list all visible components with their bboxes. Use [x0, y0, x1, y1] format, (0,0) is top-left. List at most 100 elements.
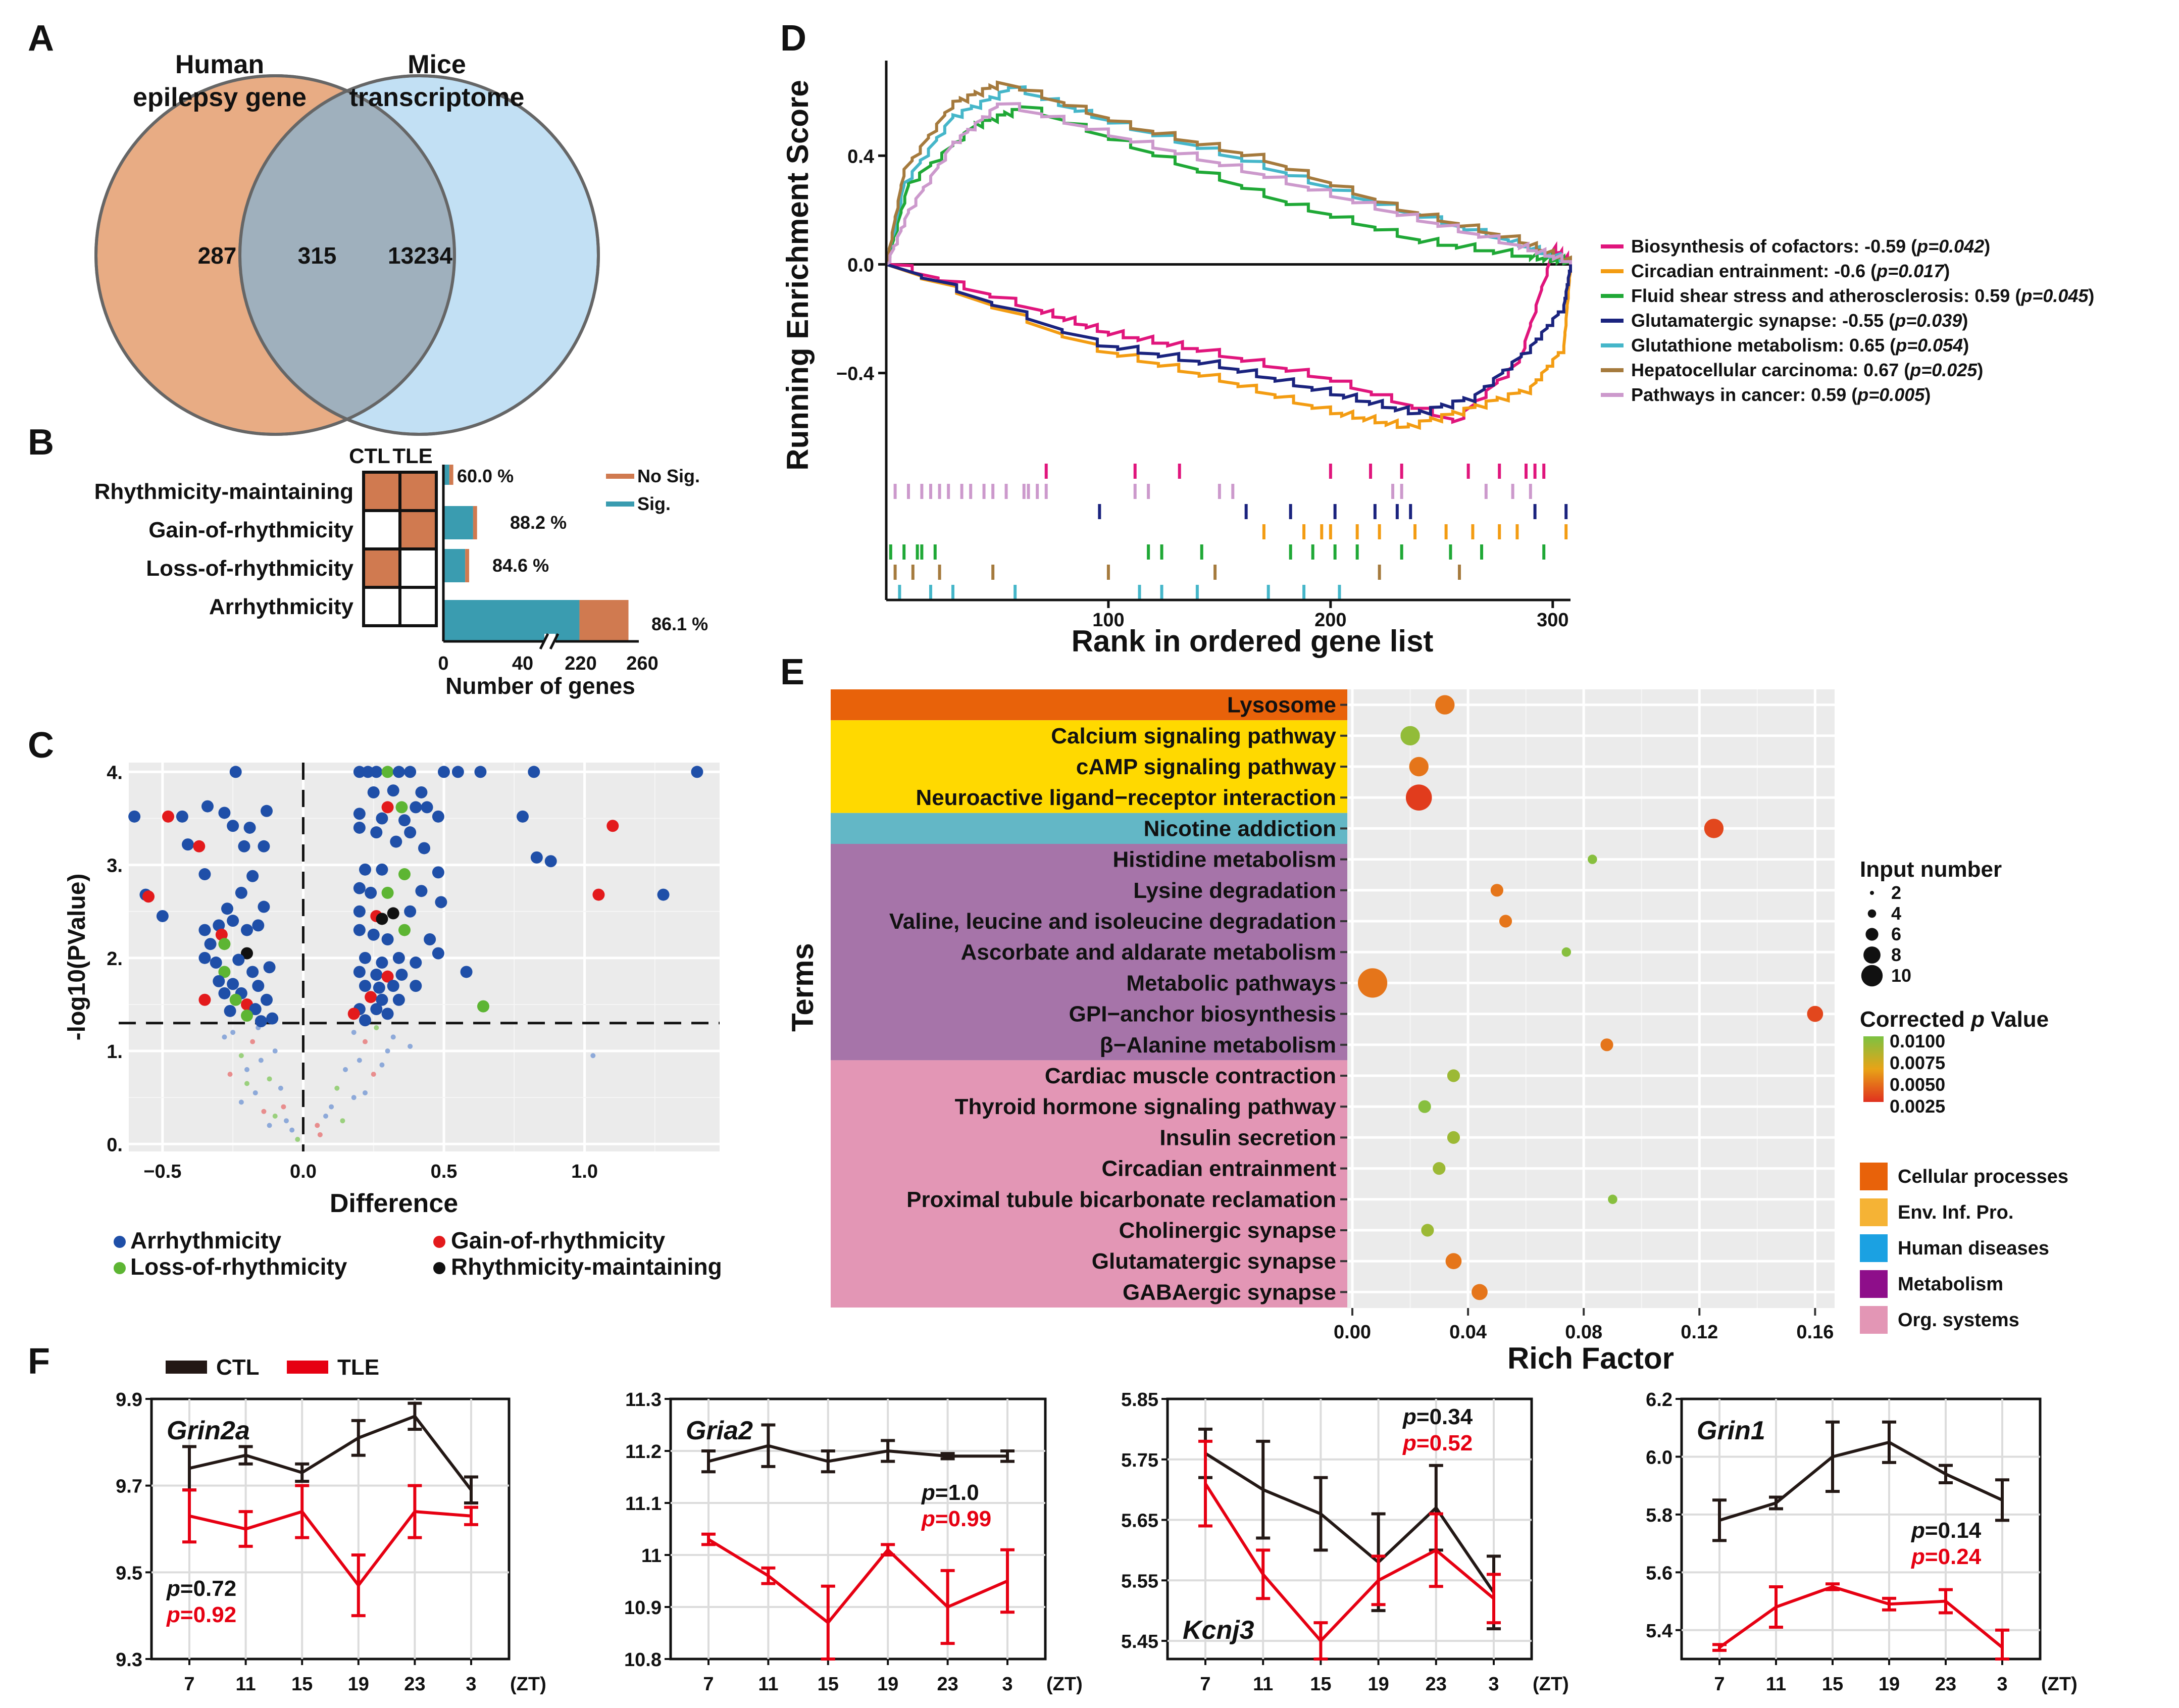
expression-line-charts: CTL TLE 9.3 9.5 9.7 9.9 7 11 15 19 23 3 (ZT) Grin2a…	[116, 1355, 2077, 1695]
point-arrhythmicity	[370, 1003, 383, 1016]
small-point	[363, 1039, 368, 1044]
point-arrhythmicity	[198, 868, 211, 881]
term-class-band	[831, 813, 1347, 844]
y-tick-label: 6.2	[1646, 1389, 1673, 1411]
x-tick-label: 0.04	[1449, 1322, 1487, 1343]
p-value-tle: p=0.92	[166, 1602, 236, 1627]
legend-label-sig: Sig.	[637, 493, 671, 514]
point-arrhythmicity	[224, 1004, 236, 1017]
x-tick-label: 15	[1822, 1674, 1843, 1695]
small-point	[340, 1118, 345, 1124]
point-arrhythmicity	[353, 882, 366, 894]
legend-swatch-ctl	[166, 1361, 207, 1374]
point-arrhythmicity	[266, 1012, 279, 1025]
point-arrhythmicity	[530, 851, 543, 864]
ctl-line	[1204, 1452, 1495, 1593]
small-point	[315, 1123, 320, 1128]
size-legend-label-3: 8	[1891, 944, 1901, 965]
point-arrhythmicity	[421, 801, 433, 814]
point-arrhythmicity	[353, 821, 366, 834]
point-arrhythmicity	[390, 835, 402, 848]
point-arrhythmicity	[367, 786, 380, 798]
x-tick-40: 40	[512, 653, 533, 674]
point-arrhythmicity	[362, 766, 374, 778]
legend-label-tle: TLE	[337, 1355, 379, 1380]
percent-label-arrhythmicity: 86.1 %	[651, 614, 708, 634]
gene-label: Grin1	[1697, 1416, 1765, 1445]
bar-nosig-0	[449, 465, 453, 485]
legend-label-maintaining: Rhythmicity-maintaining	[451, 1253, 722, 1280]
tle-line	[1718, 1585, 2003, 1649]
small-point	[329, 1104, 334, 1110]
size-legend-label-0: 2	[1891, 882, 1901, 903]
point-arrhythmicity	[460, 966, 473, 978]
point-rhythmicity-maintaining	[387, 907, 399, 920]
x-axis-title: Number of genes	[445, 673, 635, 699]
y-tick-label: 5.6	[1646, 1563, 1673, 1584]
point-arrhythmicity	[370, 826, 383, 839]
legend: Arrhythmicity Gain-of-rhythmicity Loss-o…	[114, 1227, 722, 1280]
x-tick-label: 11	[758, 1674, 778, 1695]
class-legend-label-3: Metabolism	[1898, 1274, 2003, 1295]
small-point	[244, 1067, 249, 1072]
size-legend-label-2: 6	[1891, 924, 1901, 944]
small-point	[317, 1132, 323, 1137]
term-label-4: Nicotine addiction	[1144, 816, 1336, 841]
small-point	[379, 1062, 385, 1068]
small-point	[267, 1123, 272, 1128]
point-rhythmicity-maintaining	[241, 947, 253, 960]
point-arrhythmicity	[353, 905, 366, 918]
panel-label-d: D	[780, 18, 806, 59]
tle-line	[189, 1510, 472, 1588]
y-tick-label: 11.3	[625, 1389, 662, 1411]
term-label-19: GABAergic synapse	[1123, 1280, 1336, 1304]
size-legend-dot-3	[1863, 946, 1881, 964]
venn-mice-only-count: 13234	[388, 242, 452, 269]
x-tick-label: 15	[291, 1674, 313, 1695]
y-tick-label: 5.65	[1121, 1511, 1158, 1532]
x-tick-label: 23	[1426, 1674, 1447, 1695]
dot-15	[1433, 1162, 1446, 1175]
legend-dot-maintaining	[433, 1262, 445, 1274]
point-arrhythmicity	[691, 766, 703, 778]
color-legend-label-0100: 0.0100	[1890, 1031, 1945, 1051]
x-tick-label: 15	[818, 1674, 839, 1695]
point-gain-of-rhythmicity	[381, 970, 394, 983]
p-value-ctl: p=0.34	[1402, 1404, 1473, 1429]
pattern-cell-r2-c0	[362, 547, 401, 589]
panel-label-b: B	[28, 422, 54, 463]
category-label-gain: Gain-of-rhythmicity	[148, 518, 353, 542]
x-axis-title: Difference	[330, 1189, 458, 1218]
curve-biosynthesis-of-cofactors	[886, 241, 1572, 424]
point-arrhythmicity	[235, 886, 247, 899]
term-label-8: Ascorbate and aldarate metabolism	[961, 940, 1336, 965]
small-point	[261, 1109, 267, 1114]
color-legend-bar	[1863, 1036, 1884, 1102]
threshold-lines	[119, 763, 720, 1151]
point-arrhythmicity	[415, 885, 428, 897]
point-arrhythmicity	[353, 924, 366, 936]
dot-13	[1418, 1100, 1431, 1113]
dot-12	[1447, 1069, 1460, 1082]
x-tick-label: 19	[1879, 1674, 1900, 1695]
venn-human-title-line1: Human	[175, 50, 264, 79]
y-tick-label: 5.55	[1121, 1571, 1158, 1592]
pattern-cell-r2-c1	[398, 547, 438, 589]
y-tick-label: 9.3	[116, 1649, 142, 1671]
dot-4	[1704, 819, 1724, 838]
y-tick-label: 0.	[107, 1134, 123, 1156]
point-arrhythmicity	[221, 902, 233, 915]
x-tick-label: 23	[1935, 1674, 1956, 1695]
expression-panel-grin2a: 9.3 9.5 9.7 9.9 7 11 15 19 23 3 (ZT) Grin2a p=0.72p=…	[116, 1389, 546, 1695]
dot-9	[1357, 968, 1388, 998]
class-legend-swatch-3	[1860, 1270, 1888, 1298]
x-tick-label: 300	[1537, 610, 1568, 631]
point-arrhythmicity	[238, 840, 250, 852]
axes: 0.4 0.0 −0.4 100 200 300	[836, 61, 1570, 631]
ctl-line	[1719, 1440, 2003, 1522]
bar-sig-0	[443, 465, 449, 485]
point-arrhythmicity	[227, 978, 239, 990]
term-label-7: Valine, leucine and isoleucine degradati…	[889, 909, 1336, 934]
point-arrhythmicity	[218, 807, 231, 819]
point-rhythmicity-maintaining	[376, 913, 388, 925]
